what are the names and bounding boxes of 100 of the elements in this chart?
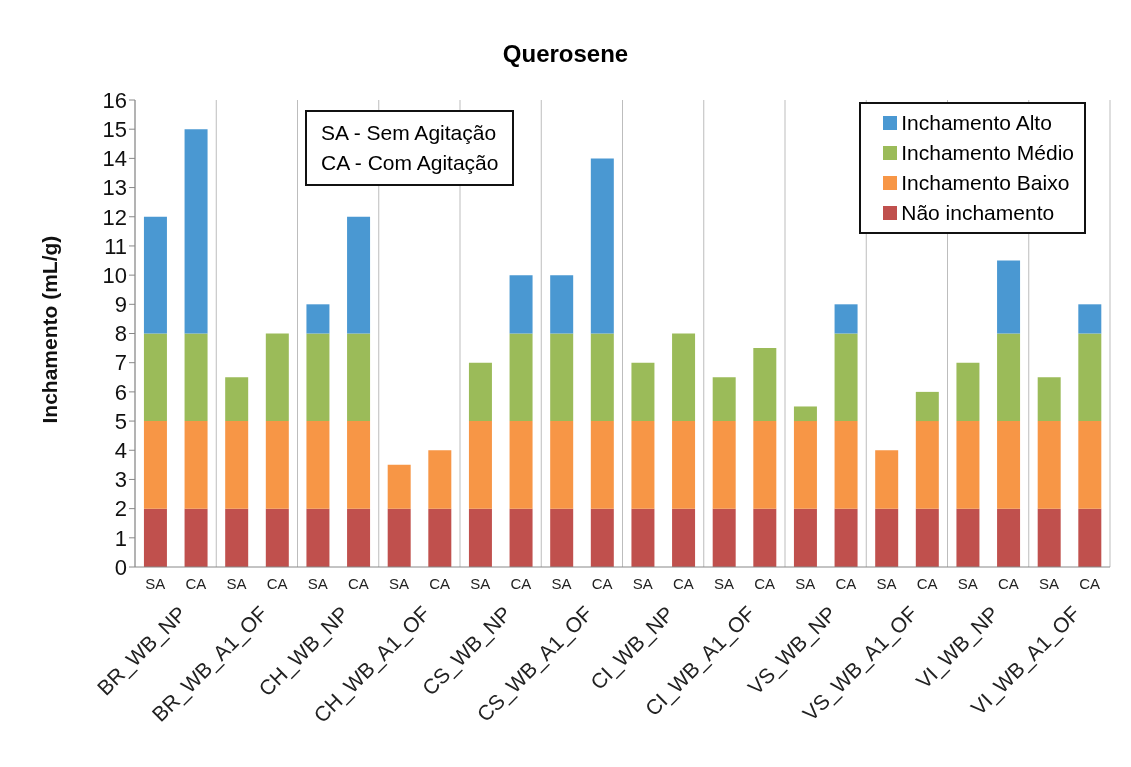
bar [143,421,167,509]
bar [1037,508,1061,567]
bar [347,333,371,422]
bar [509,508,533,567]
x-tick-label: SA [876,575,897,592]
x-tick-label: SA [795,575,816,592]
x-tick-label: SA [551,575,572,592]
x-tick-label: SA [1039,575,1060,592]
x-tick-label: CA [348,575,369,592]
y-tick-label: 3 [114,467,127,493]
bar [997,333,1021,422]
x-tick-label: SA [714,575,735,592]
x-tick-label: SA [632,575,653,592]
bar [1078,333,1102,422]
y-tick-label: 11 [104,233,127,259]
y-tick-label: 1 [114,525,127,551]
y-tick-label: 7 [114,350,127,376]
bar [834,304,858,334]
bar [753,348,777,422]
bar [225,421,249,509]
x-tick-label: SA [470,575,491,592]
bar [631,421,655,509]
bar [712,421,736,509]
bar [306,508,330,567]
bar [1037,377,1061,422]
bar [712,508,736,567]
x-tick-label: CA [835,575,857,592]
bar [1078,304,1102,334]
y-tick-label: 9 [114,292,127,318]
bar [753,421,777,509]
legend-label: Inchamento Alto [901,110,1052,136]
bar [875,508,899,567]
y-tick-label: 10 [102,262,127,288]
y-tick-label: 6 [114,379,127,405]
bar [468,508,492,567]
bar [184,333,208,422]
bar [184,129,208,334]
bar [915,391,939,422]
x-tick-label: CA [429,575,451,592]
bar [590,333,614,422]
bar [793,421,817,509]
bar [225,377,249,422]
bar [550,275,574,334]
bar [753,508,777,567]
x-tick-label: SA [307,575,328,592]
bar [915,508,939,567]
bar [143,333,167,422]
legend-label: Inchamento Baixo [901,170,1070,196]
y-tick-label: 8 [114,321,127,347]
annotation: CA - Com Agitação [321,150,499,176]
bar [306,333,330,422]
bar [956,362,980,422]
bar [509,275,533,334]
legend-label: Não inchamento [901,200,1055,226]
bar [590,508,614,567]
bar [712,377,736,422]
bar [428,508,452,567]
bar [265,421,289,509]
bar [793,508,817,567]
x-tick-label: SA [226,575,247,592]
bar [793,406,817,422]
x-tick-label: CA [266,575,288,592]
x-tick-label: CA [1079,575,1101,592]
bar [387,464,411,509]
y-tick-label: 13 [102,175,127,201]
bar [306,304,330,334]
x-tick-label: SA [145,575,166,592]
x-tick-label: CA [998,575,1019,592]
bar [997,508,1021,567]
x-tick-label: CA [185,575,207,592]
bar [590,421,614,509]
y-tick-label: 0 [114,554,127,580]
x-tick-label: CA [510,575,532,592]
bar [834,421,858,509]
y-tick-label: 2 [114,496,127,522]
bar [387,508,411,567]
y-tick-label: 16 [102,87,127,113]
bar [143,216,167,334]
bar [1078,421,1102,509]
bar [875,450,899,509]
bar [550,421,574,509]
bar [1078,508,1102,567]
x-tick-label: CA [591,575,613,592]
x-tick-label: CA [754,575,776,592]
bar [550,508,574,567]
bar [143,508,167,567]
bar [550,333,574,422]
x-tick-label: SA [957,575,978,592]
y-tick-label: 14 [102,146,127,172]
chart-title: Querosene [501,40,630,68]
y-tick-label: 4 [114,438,127,464]
bar [834,333,858,422]
bar [265,333,289,422]
legend-label: Inchamento Médio [901,140,1074,166]
bar [997,260,1021,334]
bar [997,421,1021,509]
bar [184,508,208,567]
x-tick-label: CA [916,575,938,592]
bar [347,421,371,509]
annotation: SA - Sem Agitação [321,120,498,146]
